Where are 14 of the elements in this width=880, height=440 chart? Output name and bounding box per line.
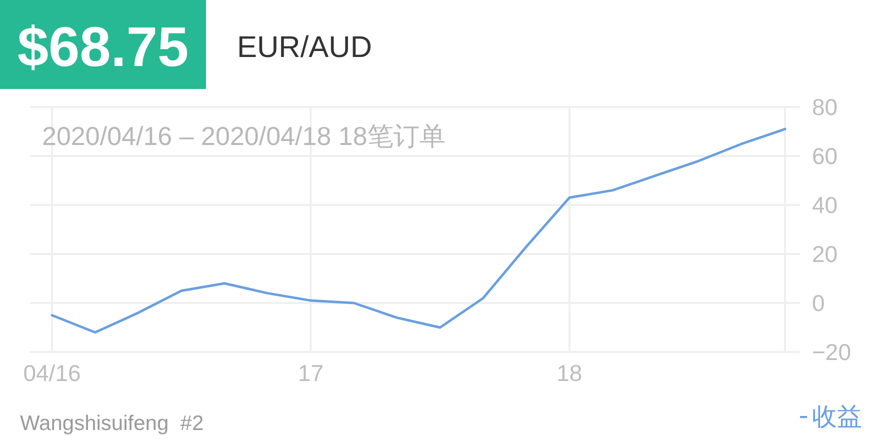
y-tick-label: 60 [812,143,838,169]
chart-subtitle: EUR/AUD [237,31,372,64]
x-tick-label: 18 [556,360,582,386]
y-tick-label: 20 [812,241,838,267]
x-tick-label: 17 [298,360,324,386]
x-tick-label: 04/16 [23,360,81,386]
text: Wangshisuifeng #2 [20,412,204,435]
annotation: 2020/04/16 – 2020/04/18 18笔订单 [42,121,446,151]
y-tick-label: 80 [812,94,838,120]
y-tick-label: 0 [812,290,825,316]
legend-label: 收益 [812,403,862,431]
chart-title: $68.75 [17,15,189,78]
y-tick-label: −20 [812,339,852,365]
y-tick-label: 40 [812,192,838,218]
